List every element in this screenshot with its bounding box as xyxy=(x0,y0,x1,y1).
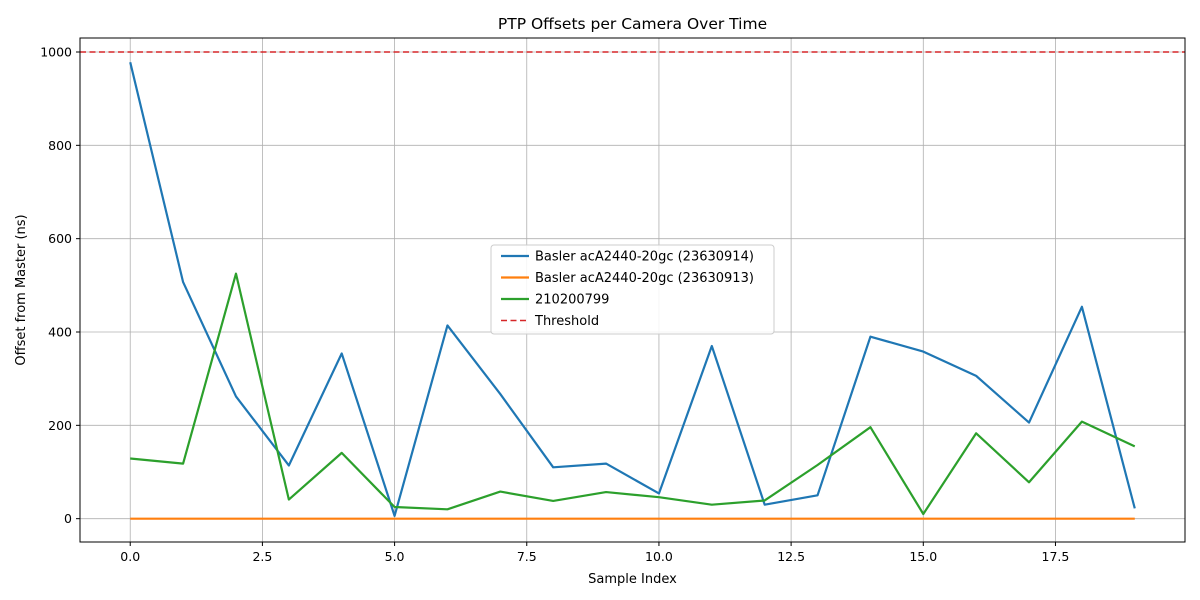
x-tick-label: 15.0 xyxy=(909,549,937,564)
x-axis-label: Sample Index xyxy=(588,572,677,587)
x-tick-label: 7.5 xyxy=(517,549,537,564)
legend-label: 210200799 xyxy=(535,293,609,308)
axis-ticks: 0.0 2.5 5.0 7.5 10.0 12.5 15.0 17.5 0 200 400 600 80… xyxy=(40,45,1069,565)
y-axis-label: Offset from Master (ns) xyxy=(14,214,29,365)
legend-label: Threshold xyxy=(534,314,599,329)
plot-frame xyxy=(79,37,1186,543)
legend: Basler acA2440-20gc (23630914) Basler acA… xyxy=(490,244,775,335)
x-tick-label: 17.5 xyxy=(1042,549,1070,564)
series-line-1 xyxy=(129,62,1136,517)
y-tick-label: 400 xyxy=(48,325,72,340)
y-tick-label: 0 xyxy=(64,511,72,526)
x-tick-label: 5.0 xyxy=(385,549,405,564)
x-tick-label: 12.5 xyxy=(777,549,805,564)
chart-title: PTP Offsets per Camera Over Time xyxy=(498,15,767,33)
y-tick-label: 800 xyxy=(48,138,72,153)
series-lines xyxy=(80,51,1185,520)
y-tick-label: 200 xyxy=(48,418,72,433)
x-tick-label: 10.0 xyxy=(645,549,673,564)
legend-label: Basler acA2440-20gc (23630913) xyxy=(535,271,754,286)
legend-label: Basler acA2440-20gc (23630914) xyxy=(535,250,754,265)
y-tick-label: 1000 xyxy=(40,45,72,60)
y-tick-label: 600 xyxy=(48,231,72,246)
legend-box xyxy=(490,244,775,335)
x-tick-label: 2.5 xyxy=(252,549,272,564)
series-line-3 xyxy=(130,272,1136,516)
x-tick-label: 0.0 xyxy=(120,549,140,564)
